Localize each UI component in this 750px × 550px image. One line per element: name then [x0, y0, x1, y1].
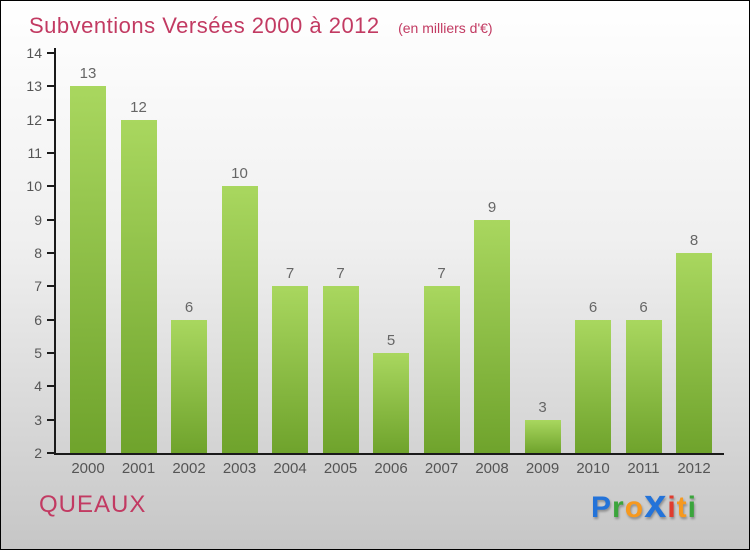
y-tick-label: 2 [34, 445, 42, 461]
x-category-label: 2002 [172, 460, 206, 477]
bar-value-label: 8 [689, 232, 699, 249]
y-axis-tick [47, 452, 55, 454]
bar-2004 [272, 286, 308, 453]
bar-2010 [575, 319, 611, 453]
bar-value-label: 9 [487, 198, 497, 216]
bar-2006 [373, 353, 409, 453]
y-tick-label: 7 [34, 278, 42, 295]
x-category-label: 2007 [424, 460, 459, 477]
chart-header: Subventions Versées 2000 à 2012 (en mill… [29, 13, 493, 39]
x-category-label: 2001 [121, 460, 156, 477]
chart-subtitle: (en milliers d'€) [398, 20, 493, 36]
y-tick-label: 12 [26, 111, 42, 128]
bar-value-label: 6 [184, 298, 194, 316]
y-axis-tick [47, 385, 55, 388]
x-category-label: 2008 [475, 460, 509, 477]
y-tick-label: 10 [26, 178, 42, 195]
bar-value-label: 6 [639, 298, 648, 316]
x-category-label: 2009 [525, 460, 560, 477]
y-tick-label: 4 [34, 378, 42, 395]
bar-2012 [676, 253, 712, 453]
y-tick-label: 9 [34, 211, 42, 228]
x-category-label: 2010 [576, 460, 610, 477]
bar-value-label: 6 [588, 298, 598, 316]
bar-value-label: 5 [386, 332, 396, 349]
bar-2009 [524, 419, 561, 453]
bar-value-label: 7 [437, 265, 446, 283]
bar-value-label: 13 [79, 65, 97, 83]
x-axis-line [54, 453, 724, 455]
bar-2007 [423, 286, 460, 453]
x-category-label: 2006 [374, 460, 408, 477]
x-category-label: 2012 [677, 460, 711, 477]
bar-value-label: 12 [130, 98, 147, 116]
y-axis-tick [47, 85, 55, 88]
y-tick-label: 8 [34, 245, 42, 261]
logo-letter-P: P [591, 491, 613, 524]
bar-value-label: 7 [285, 265, 295, 283]
bar-2008 [474, 219, 510, 453]
y-tick-label: 6 [34, 311, 42, 328]
y-axis-tick [47, 52, 55, 54]
y-tick-label: 11 [27, 145, 42, 161]
x-category-label: 2004 [273, 460, 307, 477]
bar-2000 [70, 86, 106, 453]
y-tick-label: 3 [34, 411, 42, 428]
bar-2001 [120, 119, 157, 453]
page-title: Subventions Versées 2000 à 2012 [29, 13, 380, 38]
y-tick-label: 13 [26, 78, 42, 95]
y-tick-label: 5 [34, 345, 42, 361]
y-axis-tick [47, 285, 55, 288]
plot-area: 2 3 4 5 6 7 8 9 10 11 12 13 14 13 2000 12 2001 6 2002 10 200… [26, 45, 724, 477]
proxiti-logo: Proxiti [591, 482, 697, 527]
logo-letter-x: x [644, 482, 668, 526]
bar-2002 [171, 319, 207, 453]
y-axis-tick [47, 185, 55, 188]
x-category-label: 2003 [222, 460, 257, 477]
y-tick-label: 14 [26, 45, 42, 61]
logo-letter-r: r [612, 491, 625, 524]
logo-letter-t: t [676, 491, 688, 524]
y-axis-tick [47, 252, 55, 254]
bar-2003 [221, 186, 258, 453]
x-category-label: 2005 [323, 460, 358, 477]
y-axis-tick [47, 318, 55, 321]
bar-2011 [625, 319, 662, 453]
y-axis-tick [47, 218, 55, 221]
x-category-label: 2011 [627, 460, 660, 477]
bar-value-label: 7 [336, 265, 345, 283]
x-category-label: 2000 [71, 460, 105, 477]
bar-value-label: 10 [231, 165, 248, 183]
bar-value-label: 3 [538, 398, 547, 416]
y-axis-tick [47, 118, 55, 121]
y-axis-line [54, 48, 56, 453]
logo-letter-o: o [624, 491, 645, 524]
logo-letter-i: i [667, 491, 677, 524]
y-axis-tick [47, 152, 55, 154]
bar-2005 [322, 286, 359, 453]
commune-name: QUEAUX [39, 491, 147, 518]
y-axis-tick [47, 418, 55, 421]
logo-letter-i: i [687, 491, 697, 524]
y-axis-tick [47, 352, 55, 354]
